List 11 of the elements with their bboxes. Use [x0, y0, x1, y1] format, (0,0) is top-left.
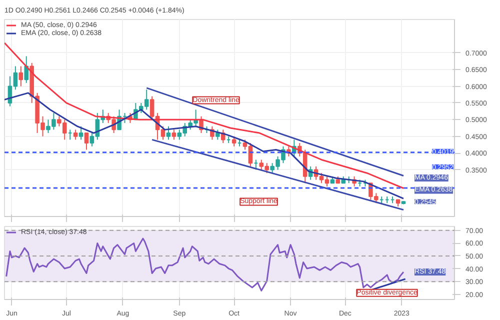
candlestick: [166, 126, 171, 140]
candlestick: [78, 126, 84, 140]
line-series: [4, 42, 404, 189]
candlestick: [216, 129, 220, 140]
candlestick: [84, 132, 89, 150]
line-series: [4, 92, 404, 200]
line-series: [6, 238, 404, 292]
candlestick: [73, 129, 78, 140]
candlestick: [172, 129, 176, 140]
candlestick: [24, 56, 28, 84]
candlestick: [18, 66, 24, 87]
